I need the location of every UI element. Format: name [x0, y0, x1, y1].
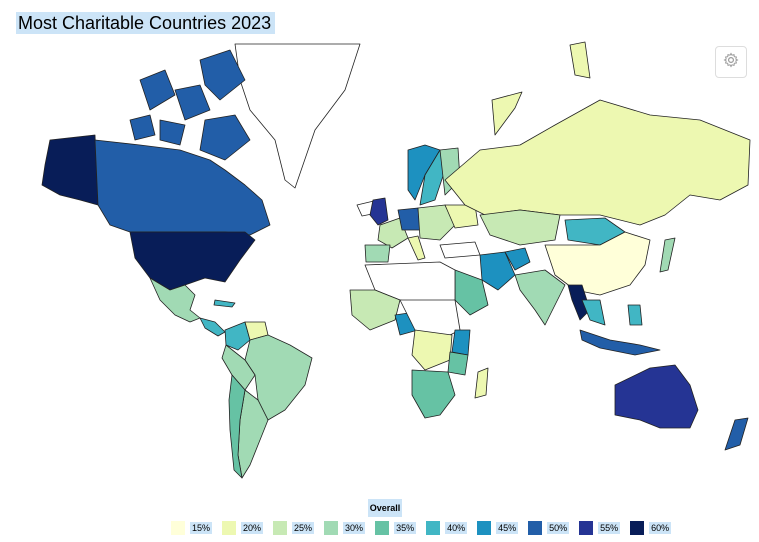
china[interactable]	[544, 231, 651, 296]
france[interactable]	[377, 217, 409, 249]
legend-swatch	[578, 520, 595, 536]
legend-swatch	[323, 520, 340, 536]
australia[interactable]	[614, 364, 699, 429]
legend-item[interactable]: 25%	[272, 520, 319, 536]
central-america[interactable]	[199, 317, 226, 337]
legend-item[interactable]: 50%	[527, 520, 574, 536]
new-zealand[interactable]	[724, 417, 749, 451]
legend-item[interactable]: 55%	[578, 520, 625, 536]
gear-icon	[723, 52, 739, 73]
caribbean[interactable]	[213, 299, 236, 308]
madagascar[interactable]	[474, 367, 489, 399]
legend-item[interactable]: 30%	[323, 520, 370, 536]
japan[interactable]	[659, 237, 676, 273]
afghanistan[interactable]	[504, 247, 531, 271]
legend-label: 25%	[292, 522, 315, 534]
kazakhstan[interactable]	[479, 209, 561, 246]
eastern-europe[interactable]	[417, 204, 456, 241]
legend-label: 45%	[496, 522, 519, 534]
legend-swatch	[476, 520, 493, 536]
svalbard[interactable]	[569, 41, 591, 79]
legend-item[interactable]: 15%	[170, 520, 217, 536]
world-map	[41, 41, 751, 479]
legend-item[interactable]: 20%	[221, 520, 268, 536]
novaya-zemlya[interactable]	[491, 91, 523, 136]
myanmar[interactable]	[567, 284, 591, 321]
india[interactable]	[514, 269, 566, 326]
canada-islands[interactable]	[129, 49, 251, 161]
canada[interactable]	[94, 139, 271, 236]
turkey[interactable]	[439, 241, 481, 259]
legend-label: 20%	[241, 522, 264, 534]
east-africa[interactable]	[451, 329, 471, 356]
usa[interactable]	[129, 231, 256, 291]
legend-label: 60%	[649, 522, 672, 534]
legend-title: Overall	[368, 499, 402, 517]
spain[interactable]	[364, 244, 391, 263]
alaska[interactable]	[41, 134, 99, 206]
legend-label: 50%	[547, 522, 570, 534]
west-africa[interactable]	[349, 289, 401, 331]
thailand[interactable]	[581, 299, 606, 326]
legend-label: 35%	[394, 522, 417, 534]
colombia[interactable]	[224, 321, 251, 351]
legend-item[interactable]: 60%	[629, 520, 676, 536]
iran[interactable]	[479, 251, 516, 291]
mexico[interactable]	[149, 277, 201, 323]
italy[interactable]	[407, 235, 426, 261]
legend-item[interactable]: 35%	[374, 520, 421, 536]
legend-label: 30%	[343, 522, 366, 534]
indonesia[interactable]	[579, 329, 661, 356]
tanzania[interactable]	[447, 351, 469, 376]
sweden[interactable]	[419, 149, 446, 206]
southern-africa[interactable]	[411, 369, 456, 419]
drc[interactable]	[411, 329, 453, 371]
legend-item[interactable]: 40%	[425, 520, 472, 536]
germany[interactable]	[397, 207, 421, 231]
legend-swatch	[221, 520, 238, 536]
legend-label: 55%	[598, 522, 621, 534]
legend-swatch	[527, 520, 544, 536]
legend-swatch	[272, 520, 289, 536]
legend-swatch	[374, 520, 391, 536]
legend-swatch	[629, 520, 646, 536]
chile[interactable]	[228, 374, 246, 479]
legend-swatch	[425, 520, 442, 536]
map-title: Most Charitable Countries 2023	[16, 12, 276, 34]
uk[interactable]	[369, 197, 389, 226]
legend-label: 40%	[445, 522, 468, 534]
greenland[interactable]	[234, 43, 361, 189]
russia[interactable]	[444, 99, 751, 226]
color-legend: 15% 20% 25% 30% 35% 40% 45% 50% 55% 60%	[170, 520, 680, 536]
legend-item[interactable]: 45%	[476, 520, 523, 536]
legend-swatch	[170, 520, 186, 536]
philippines[interactable]	[627, 304, 643, 326]
settings-button[interactable]	[715, 46, 747, 78]
legend-label: 15%	[190, 522, 213, 534]
